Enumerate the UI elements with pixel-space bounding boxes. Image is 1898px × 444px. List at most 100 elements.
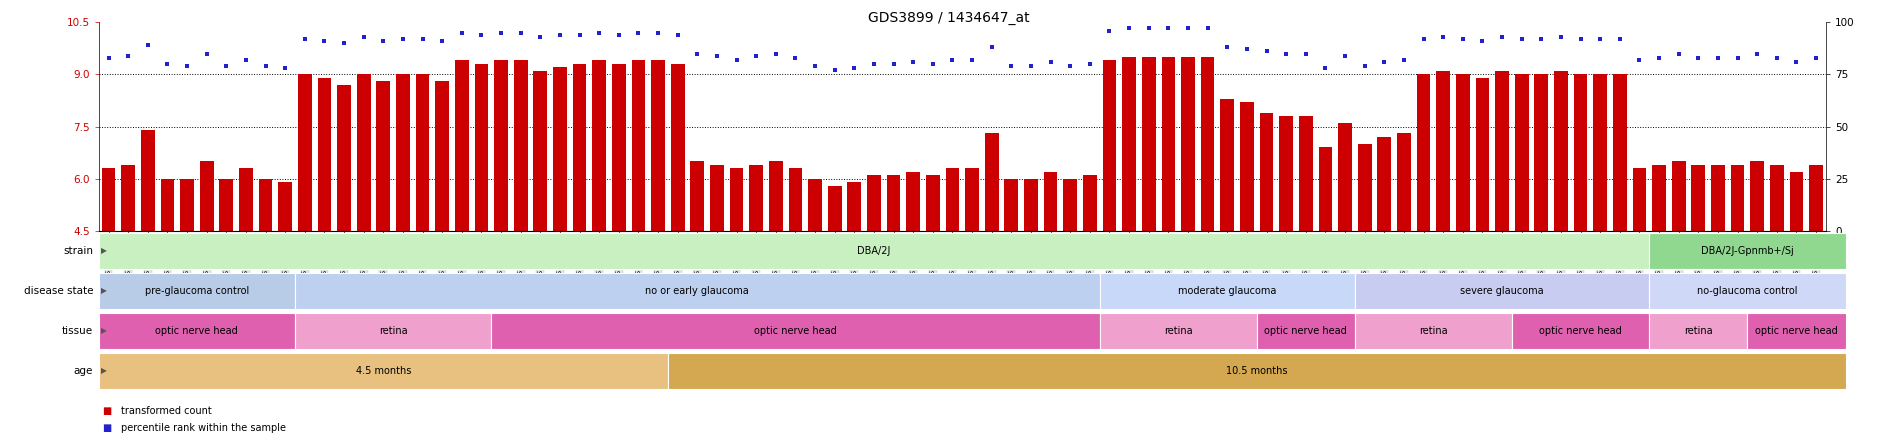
Bar [592, 60, 605, 231]
Point [702, 52, 733, 59]
Point [1467, 37, 1498, 44]
Point [938, 56, 968, 63]
Bar [1025, 179, 1038, 231]
Text: moderate glaucoma: moderate glaucoma [1179, 286, 1277, 296]
Point [1095, 27, 1126, 34]
Bar [1651, 165, 1666, 231]
Bar [102, 168, 116, 231]
Bar [493, 60, 509, 231]
Point [1761, 54, 1792, 61]
Bar [1378, 137, 1391, 231]
Bar [121, 165, 135, 231]
Point [1721, 54, 1752, 61]
Point [879, 60, 909, 67]
Point [898, 58, 928, 65]
Bar [298, 75, 311, 231]
Bar [1731, 165, 1744, 231]
Point [1427, 33, 1458, 40]
Bar [1099, 273, 1355, 309]
Bar [279, 182, 292, 231]
Point [1486, 33, 1517, 40]
Bar [1790, 172, 1803, 231]
Bar [1355, 313, 1513, 349]
Point [1272, 50, 1302, 57]
Bar [886, 175, 900, 231]
Point [290, 36, 321, 43]
Point [1663, 50, 1693, 57]
Bar [651, 60, 664, 231]
Point [1389, 56, 1420, 63]
Bar [397, 75, 410, 231]
Point [1291, 50, 1321, 57]
Bar [1771, 165, 1784, 231]
Bar [99, 273, 294, 309]
Bar [294, 273, 1099, 309]
Point [1192, 25, 1222, 32]
Point [309, 37, 340, 44]
Point [1408, 36, 1439, 43]
Point [977, 44, 1008, 51]
Point [780, 54, 810, 61]
Point [446, 29, 476, 36]
Bar [691, 161, 704, 231]
Text: optic nerve head: optic nerve head [754, 326, 837, 336]
Text: optic nerve head: optic nerve head [156, 326, 239, 336]
Bar [435, 81, 450, 231]
Bar [1748, 313, 1845, 349]
Point [761, 50, 791, 57]
Bar [199, 161, 213, 231]
Bar [456, 60, 469, 231]
Point [1625, 56, 1655, 63]
Point [839, 64, 869, 71]
Bar [1319, 147, 1332, 231]
Point [740, 52, 771, 59]
Point [173, 63, 203, 70]
Text: GDS3899 / 1434647_at: GDS3899 / 1434647_at [867, 11, 1031, 25]
Bar [1201, 57, 1215, 231]
Point [251, 63, 281, 70]
Bar [926, 175, 940, 231]
Point [996, 63, 1027, 70]
Point [349, 33, 380, 40]
Bar [729, 168, 744, 231]
Point [368, 37, 399, 44]
Point [1545, 33, 1575, 40]
Text: percentile rank within the sample: percentile rank within the sample [121, 424, 287, 433]
Point [232, 56, 262, 63]
Bar [1103, 60, 1116, 231]
Point [1801, 54, 1832, 61]
Point [564, 31, 594, 38]
Point [623, 29, 653, 36]
Bar [1649, 313, 1748, 349]
Point [1036, 58, 1067, 65]
Bar [1044, 172, 1057, 231]
Point [1780, 58, 1811, 65]
Bar [611, 64, 626, 231]
Bar [357, 75, 370, 231]
Point [1507, 36, 1537, 43]
Point [545, 31, 575, 38]
Text: ■: ■ [102, 406, 112, 416]
Text: no-glaucoma control: no-glaucoma control [1697, 286, 1797, 296]
Point [799, 63, 829, 70]
Text: ■: ■ [102, 424, 112, 433]
Bar [769, 161, 782, 231]
Point [1330, 52, 1361, 59]
Bar [632, 60, 645, 231]
Text: ▶: ▶ [101, 366, 106, 375]
Point [211, 63, 241, 70]
Bar [945, 168, 958, 231]
Bar [809, 179, 822, 231]
Bar [239, 168, 252, 231]
Point [1173, 25, 1203, 32]
Bar [1143, 57, 1156, 231]
Bar [492, 313, 1099, 349]
Bar [1649, 273, 1845, 309]
Bar [1534, 75, 1549, 231]
Bar [867, 175, 881, 231]
Point [858, 60, 888, 67]
Text: 4.5 months: 4.5 months [355, 366, 412, 376]
Bar [1573, 75, 1587, 231]
Bar [338, 85, 351, 231]
Bar [1750, 161, 1763, 231]
